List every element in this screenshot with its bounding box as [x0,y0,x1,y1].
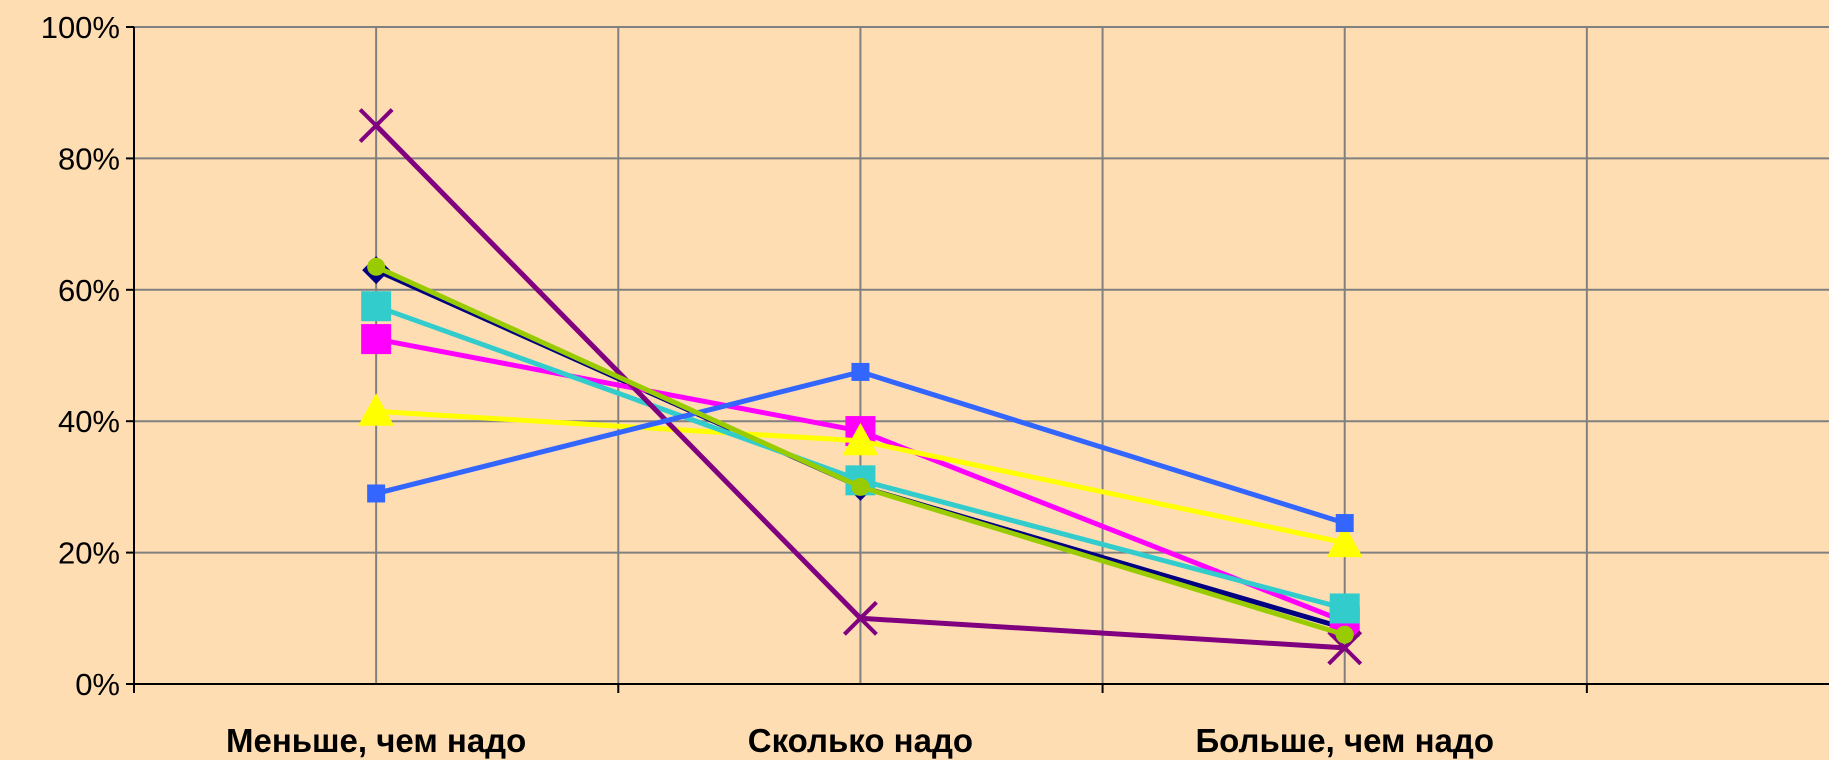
data-point-x [843,600,878,636]
data-point-square [851,362,870,381]
x-category-label: Меньше, чем надо [226,722,526,759]
x-stroke [1327,630,1363,666]
data-point-square [1329,593,1360,624]
y-tick-label: 0% [75,667,120,702]
x-stroke [358,108,394,143]
y-tick-label: 60% [58,273,120,308]
data-point-square [1335,514,1354,533]
data-point-circle [851,477,870,496]
y-tick-label: 20% [58,536,120,571]
x-category-labels: Меньше, чем надо Сколько надо Больше, чем … [226,722,1494,759]
data-point-square [361,324,392,355]
gridlines [134,26,1829,684]
data-point-triangle [1326,524,1363,558]
data-point-triangle [358,393,395,426]
data-point-square [367,484,386,503]
series-7 [367,257,1354,644]
data-point-x [1327,630,1363,666]
data-point-triangle [842,422,879,456]
y-tick-label: 80% [58,141,120,176]
x-category-label: Сколько надо [748,722,973,759]
series-3 [358,393,1363,558]
series-6 [367,362,1354,533]
y-tick-labels: 0% 20% 40% 60% 80% 100% [41,10,120,702]
x-category-label: Больше, чем надо [1195,722,1494,759]
series-group [358,108,1363,666]
y-tick-label: 40% [58,404,120,439]
axes [126,26,1829,693]
y-tick-label: 100% [41,10,120,45]
x-stroke [843,600,878,636]
data-point-circle [367,257,386,276]
data-point-x [358,108,394,143]
series-5 [358,108,1363,666]
data-point-circle [1335,625,1354,644]
data-point-square [361,291,392,322]
